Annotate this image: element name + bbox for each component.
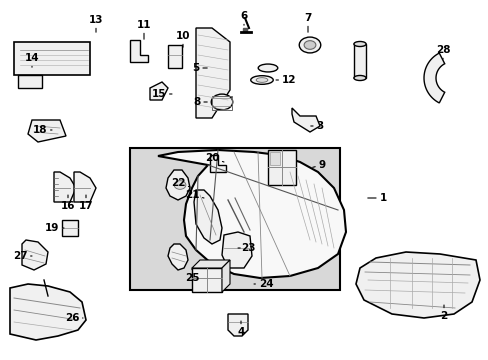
Polygon shape [10,284,86,340]
Text: 23: 23 [238,243,255,253]
Polygon shape [168,244,187,270]
Text: 1: 1 [367,193,386,203]
Circle shape [299,37,320,53]
Text: 6: 6 [240,11,247,25]
Polygon shape [158,150,346,278]
Text: 8: 8 [193,97,207,107]
Text: 2: 2 [440,305,447,321]
Text: 3: 3 [310,121,323,131]
Polygon shape [74,172,96,202]
Ellipse shape [353,41,366,46]
Text: 7: 7 [304,13,311,32]
Polygon shape [165,170,190,200]
Text: 26: 26 [64,313,83,323]
Text: 21: 21 [184,190,203,200]
Polygon shape [355,252,479,318]
Circle shape [174,181,185,189]
Polygon shape [423,53,444,103]
Text: 28: 28 [435,45,449,59]
Text: 19: 19 [45,223,64,233]
Polygon shape [196,28,229,118]
Polygon shape [62,220,78,236]
Bar [130,148,339,290]
Text: 4: 4 [237,321,244,337]
Polygon shape [222,232,251,268]
Ellipse shape [256,78,267,82]
Polygon shape [14,42,90,75]
Text: 17: 17 [79,195,93,211]
Text: 9: 9 [312,160,325,170]
Polygon shape [18,75,42,88]
Circle shape [211,94,232,110]
Ellipse shape [353,76,366,81]
Text: 27: 27 [13,251,32,261]
Ellipse shape [258,64,277,72]
Text: 14: 14 [24,53,39,67]
Text: 5: 5 [192,63,207,73]
Polygon shape [54,172,76,202]
Polygon shape [194,190,222,244]
Polygon shape [130,40,148,62]
Polygon shape [269,152,280,165]
Polygon shape [192,260,229,268]
Text: 10: 10 [175,31,190,47]
Polygon shape [267,150,295,185]
Circle shape [304,41,315,49]
Polygon shape [150,82,168,100]
Text: 15: 15 [151,89,172,99]
Text: 12: 12 [275,75,296,85]
Polygon shape [28,120,66,142]
Text: 25: 25 [184,268,199,283]
Polygon shape [353,44,365,78]
Text: 11: 11 [137,20,151,39]
Polygon shape [22,240,48,270]
Polygon shape [209,155,225,172]
Text: 18: 18 [33,125,52,135]
Ellipse shape [250,76,273,84]
Text: 13: 13 [88,15,103,32]
Polygon shape [192,268,222,292]
Text: 20: 20 [204,153,224,163]
Polygon shape [291,108,319,132]
Polygon shape [222,260,229,292]
Polygon shape [168,45,182,68]
Text: 24: 24 [253,279,273,289]
Polygon shape [243,28,246,32]
Text: 16: 16 [61,195,75,211]
Polygon shape [227,314,247,336]
Text: 22: 22 [170,178,190,188]
